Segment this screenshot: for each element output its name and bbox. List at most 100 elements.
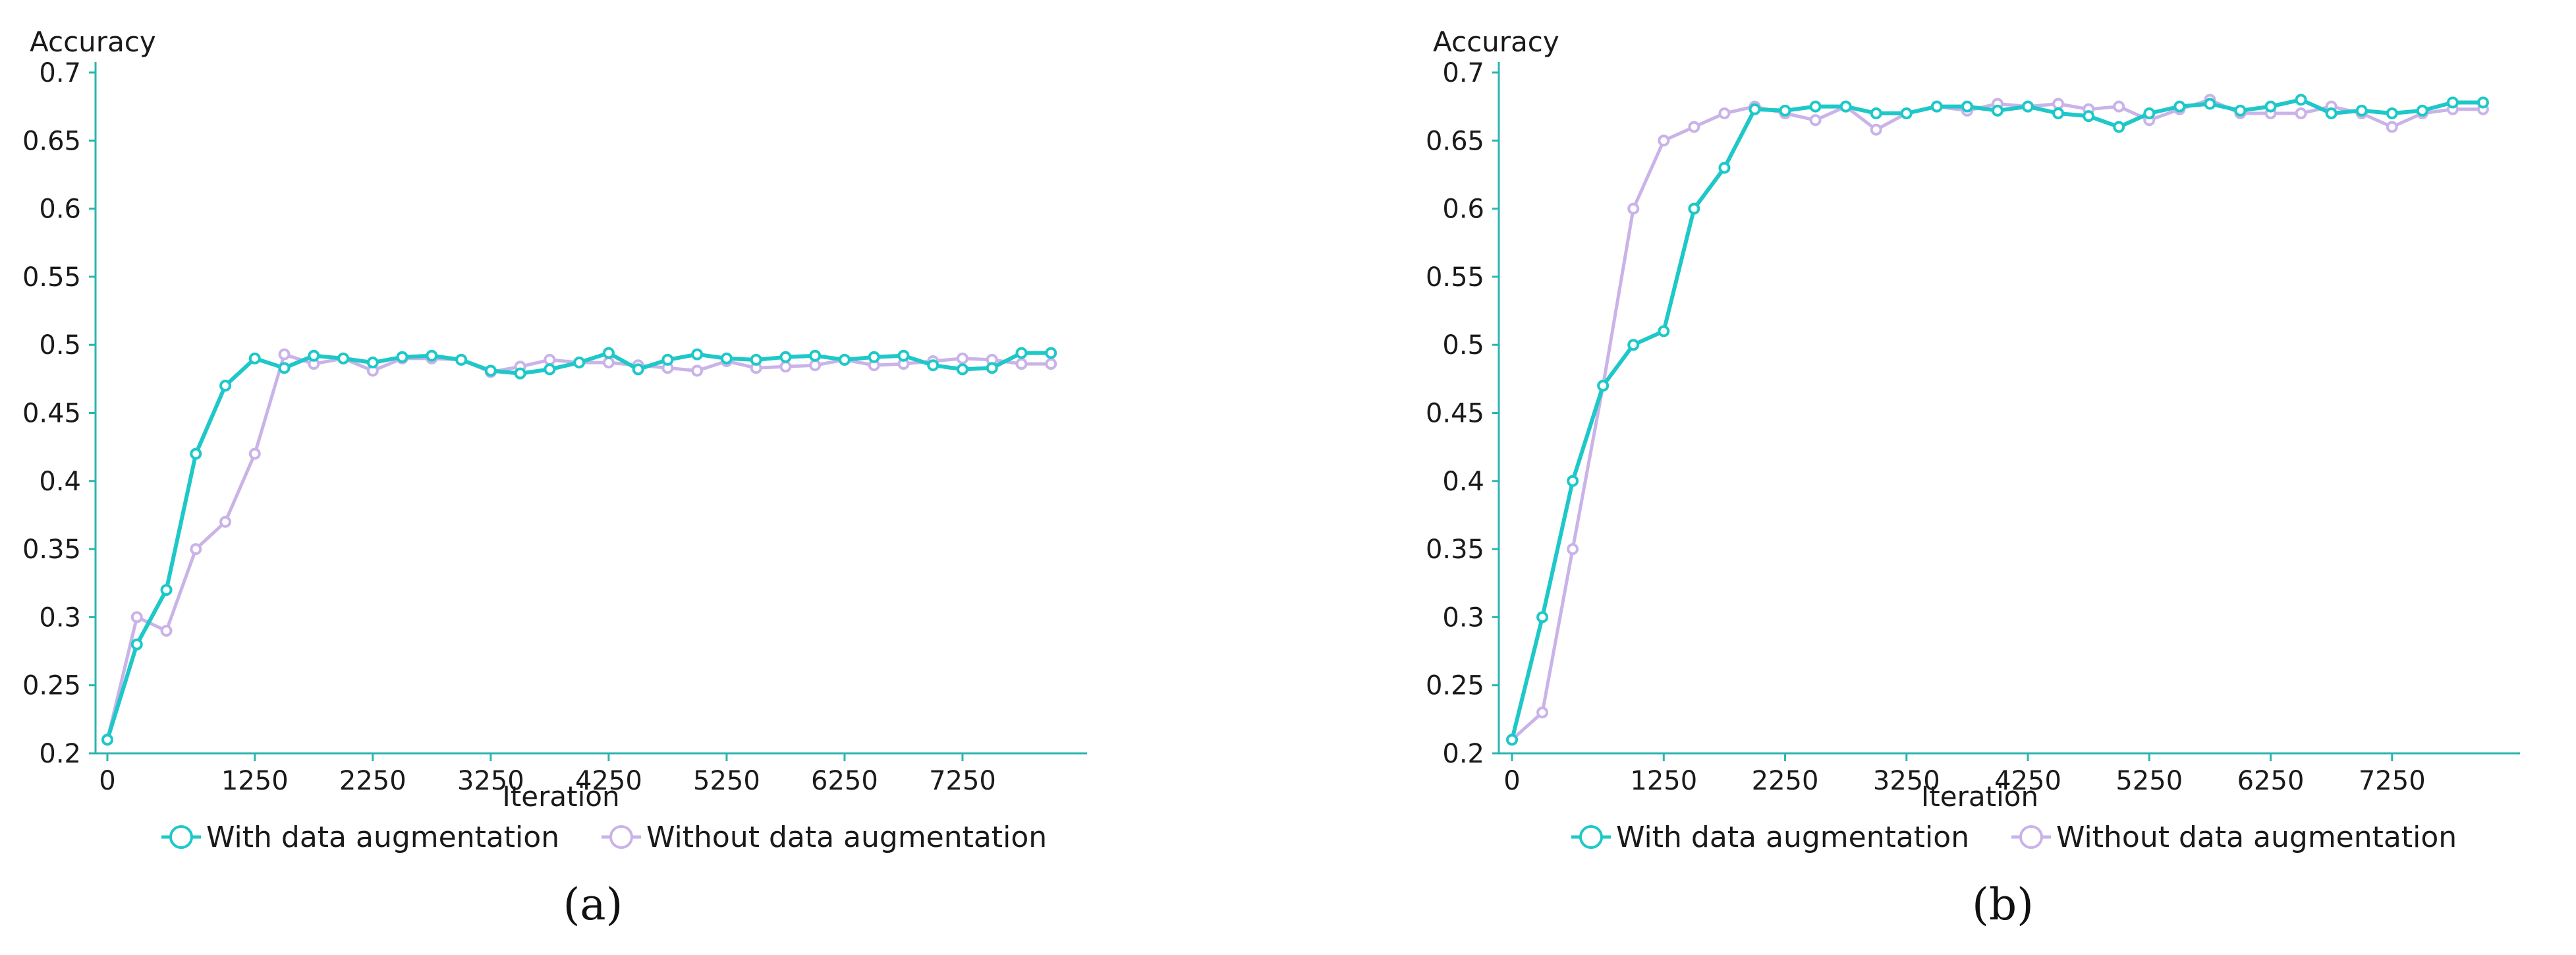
data-point xyxy=(897,349,910,362)
data-point xyxy=(219,380,232,392)
y-tick-label: 0.35 xyxy=(22,535,81,565)
x-tick-label: 1250 xyxy=(1630,766,1697,796)
y-tick-label: 0.5 xyxy=(1442,330,1484,361)
y-tick-label: 0.55 xyxy=(22,262,81,293)
data-point xyxy=(484,364,497,377)
y-tick-label: 0.3 xyxy=(39,602,81,633)
series-line-with-augmentation xyxy=(1510,98,2483,741)
legend-marker xyxy=(609,825,633,849)
data-point xyxy=(2052,107,2065,119)
data-point xyxy=(1991,104,2003,117)
y-tick-label: 0.65 xyxy=(22,126,81,156)
chart-panel-a: 0.2 0.25 0.3 0.35 0.4 0.45 0.5 0.55 0.6 0.65 0.7 0 1… xyxy=(22,26,1087,930)
data-point xyxy=(248,352,261,364)
data-point xyxy=(720,352,733,364)
y-tick-label: 0.25 xyxy=(22,671,81,701)
data-point xyxy=(160,625,173,637)
data-point xyxy=(956,363,968,376)
data-point xyxy=(1809,114,1822,127)
data-point xyxy=(1045,347,1057,359)
data-point xyxy=(2234,104,2247,117)
data-point xyxy=(1506,734,1518,746)
data-point xyxy=(1749,103,1761,115)
y-tick-label: 0.7 xyxy=(39,58,81,88)
data-point xyxy=(691,348,704,361)
x-tick-label: 7250 xyxy=(2359,766,2426,796)
data-point xyxy=(1718,107,1731,119)
data-point xyxy=(1839,100,1852,113)
data-point xyxy=(1015,347,1028,359)
data-point xyxy=(2446,96,2459,109)
data-point xyxy=(2355,104,2368,117)
data-point xyxy=(1658,134,1670,147)
chart-panel-b: 0.2 0.25 0.3 0.35 0.4 0.45 0.5 0.55 0.6 0.65 0.7 0 1… xyxy=(1426,26,2520,930)
data-point xyxy=(1688,121,1700,133)
data-point xyxy=(1567,475,1579,487)
y-tick-label: 0.3 xyxy=(1442,602,1484,633)
y-tick-label: 0.35 xyxy=(1426,535,1484,565)
data-point xyxy=(2022,100,2034,113)
data-point xyxy=(1567,543,1579,556)
data-point xyxy=(2477,96,2489,109)
data-point xyxy=(573,357,586,369)
data-point xyxy=(956,352,968,364)
data-point xyxy=(248,448,261,460)
data-point xyxy=(1536,611,1549,623)
y-tick-label: 0.4 xyxy=(39,467,81,497)
x-tick-label: 4250 xyxy=(575,766,642,796)
data-point xyxy=(2264,100,2277,113)
panel-label: (b) xyxy=(1972,879,2034,930)
data-point xyxy=(1658,325,1670,337)
data-point xyxy=(455,353,468,366)
legend-label: With data augmentation xyxy=(1616,821,1969,854)
data-point xyxy=(101,734,113,746)
data-point xyxy=(544,363,556,376)
data-point xyxy=(1536,707,1549,719)
x-tick-label: 2250 xyxy=(1752,766,1819,796)
x-tick-label: 1250 xyxy=(221,766,289,796)
data-point xyxy=(838,353,851,366)
y-tick-label: 0.2 xyxy=(39,739,81,769)
data-point xyxy=(1870,123,1882,136)
data-point xyxy=(986,362,998,374)
y-tick-label: 0.4 xyxy=(1442,467,1484,497)
data-point xyxy=(2325,107,2338,119)
legend-marker xyxy=(2019,825,2043,849)
y-tick-label: 0.6 xyxy=(1442,194,1484,225)
y-tick-label: 0.45 xyxy=(1426,399,1484,429)
data-point xyxy=(2295,94,2307,106)
data-point xyxy=(1961,100,1973,113)
data-point xyxy=(2113,100,2125,113)
data-point xyxy=(1015,358,1028,370)
series-line-with-augmentation xyxy=(105,351,1051,741)
y-tick-label: 0.6 xyxy=(39,194,81,225)
data-point xyxy=(691,364,704,377)
data-point xyxy=(2295,107,2307,119)
data-point xyxy=(868,351,880,363)
series-line-without-augmentation xyxy=(1511,98,2483,741)
data-point xyxy=(1779,104,1791,117)
y-tick-label: 0.55 xyxy=(1426,262,1484,293)
data-point xyxy=(1809,100,1822,113)
data-point xyxy=(1930,100,1943,113)
data-point xyxy=(396,351,408,363)
x-tick-label: 3250 xyxy=(1873,766,1940,796)
data-point xyxy=(190,543,202,556)
data-point xyxy=(337,352,350,364)
data-point xyxy=(1597,380,1610,392)
legend-marker xyxy=(169,825,193,849)
data-point xyxy=(1900,107,1913,119)
legend-marker xyxy=(1579,825,1603,849)
data-point xyxy=(2416,104,2428,117)
data-point xyxy=(308,349,320,362)
legend-label: Without data augmentation xyxy=(2056,821,2457,854)
x-tick-label: 0 xyxy=(99,766,115,796)
data-point xyxy=(809,359,822,372)
x-axis-title: Iteration xyxy=(502,780,619,813)
data-point xyxy=(1627,202,1640,215)
data-point xyxy=(2143,107,2156,119)
data-point xyxy=(2113,121,2125,133)
y-tick-label: 0.25 xyxy=(1426,671,1484,701)
x-tick-label: 2250 xyxy=(339,766,406,796)
panel-label: (a) xyxy=(563,879,623,930)
